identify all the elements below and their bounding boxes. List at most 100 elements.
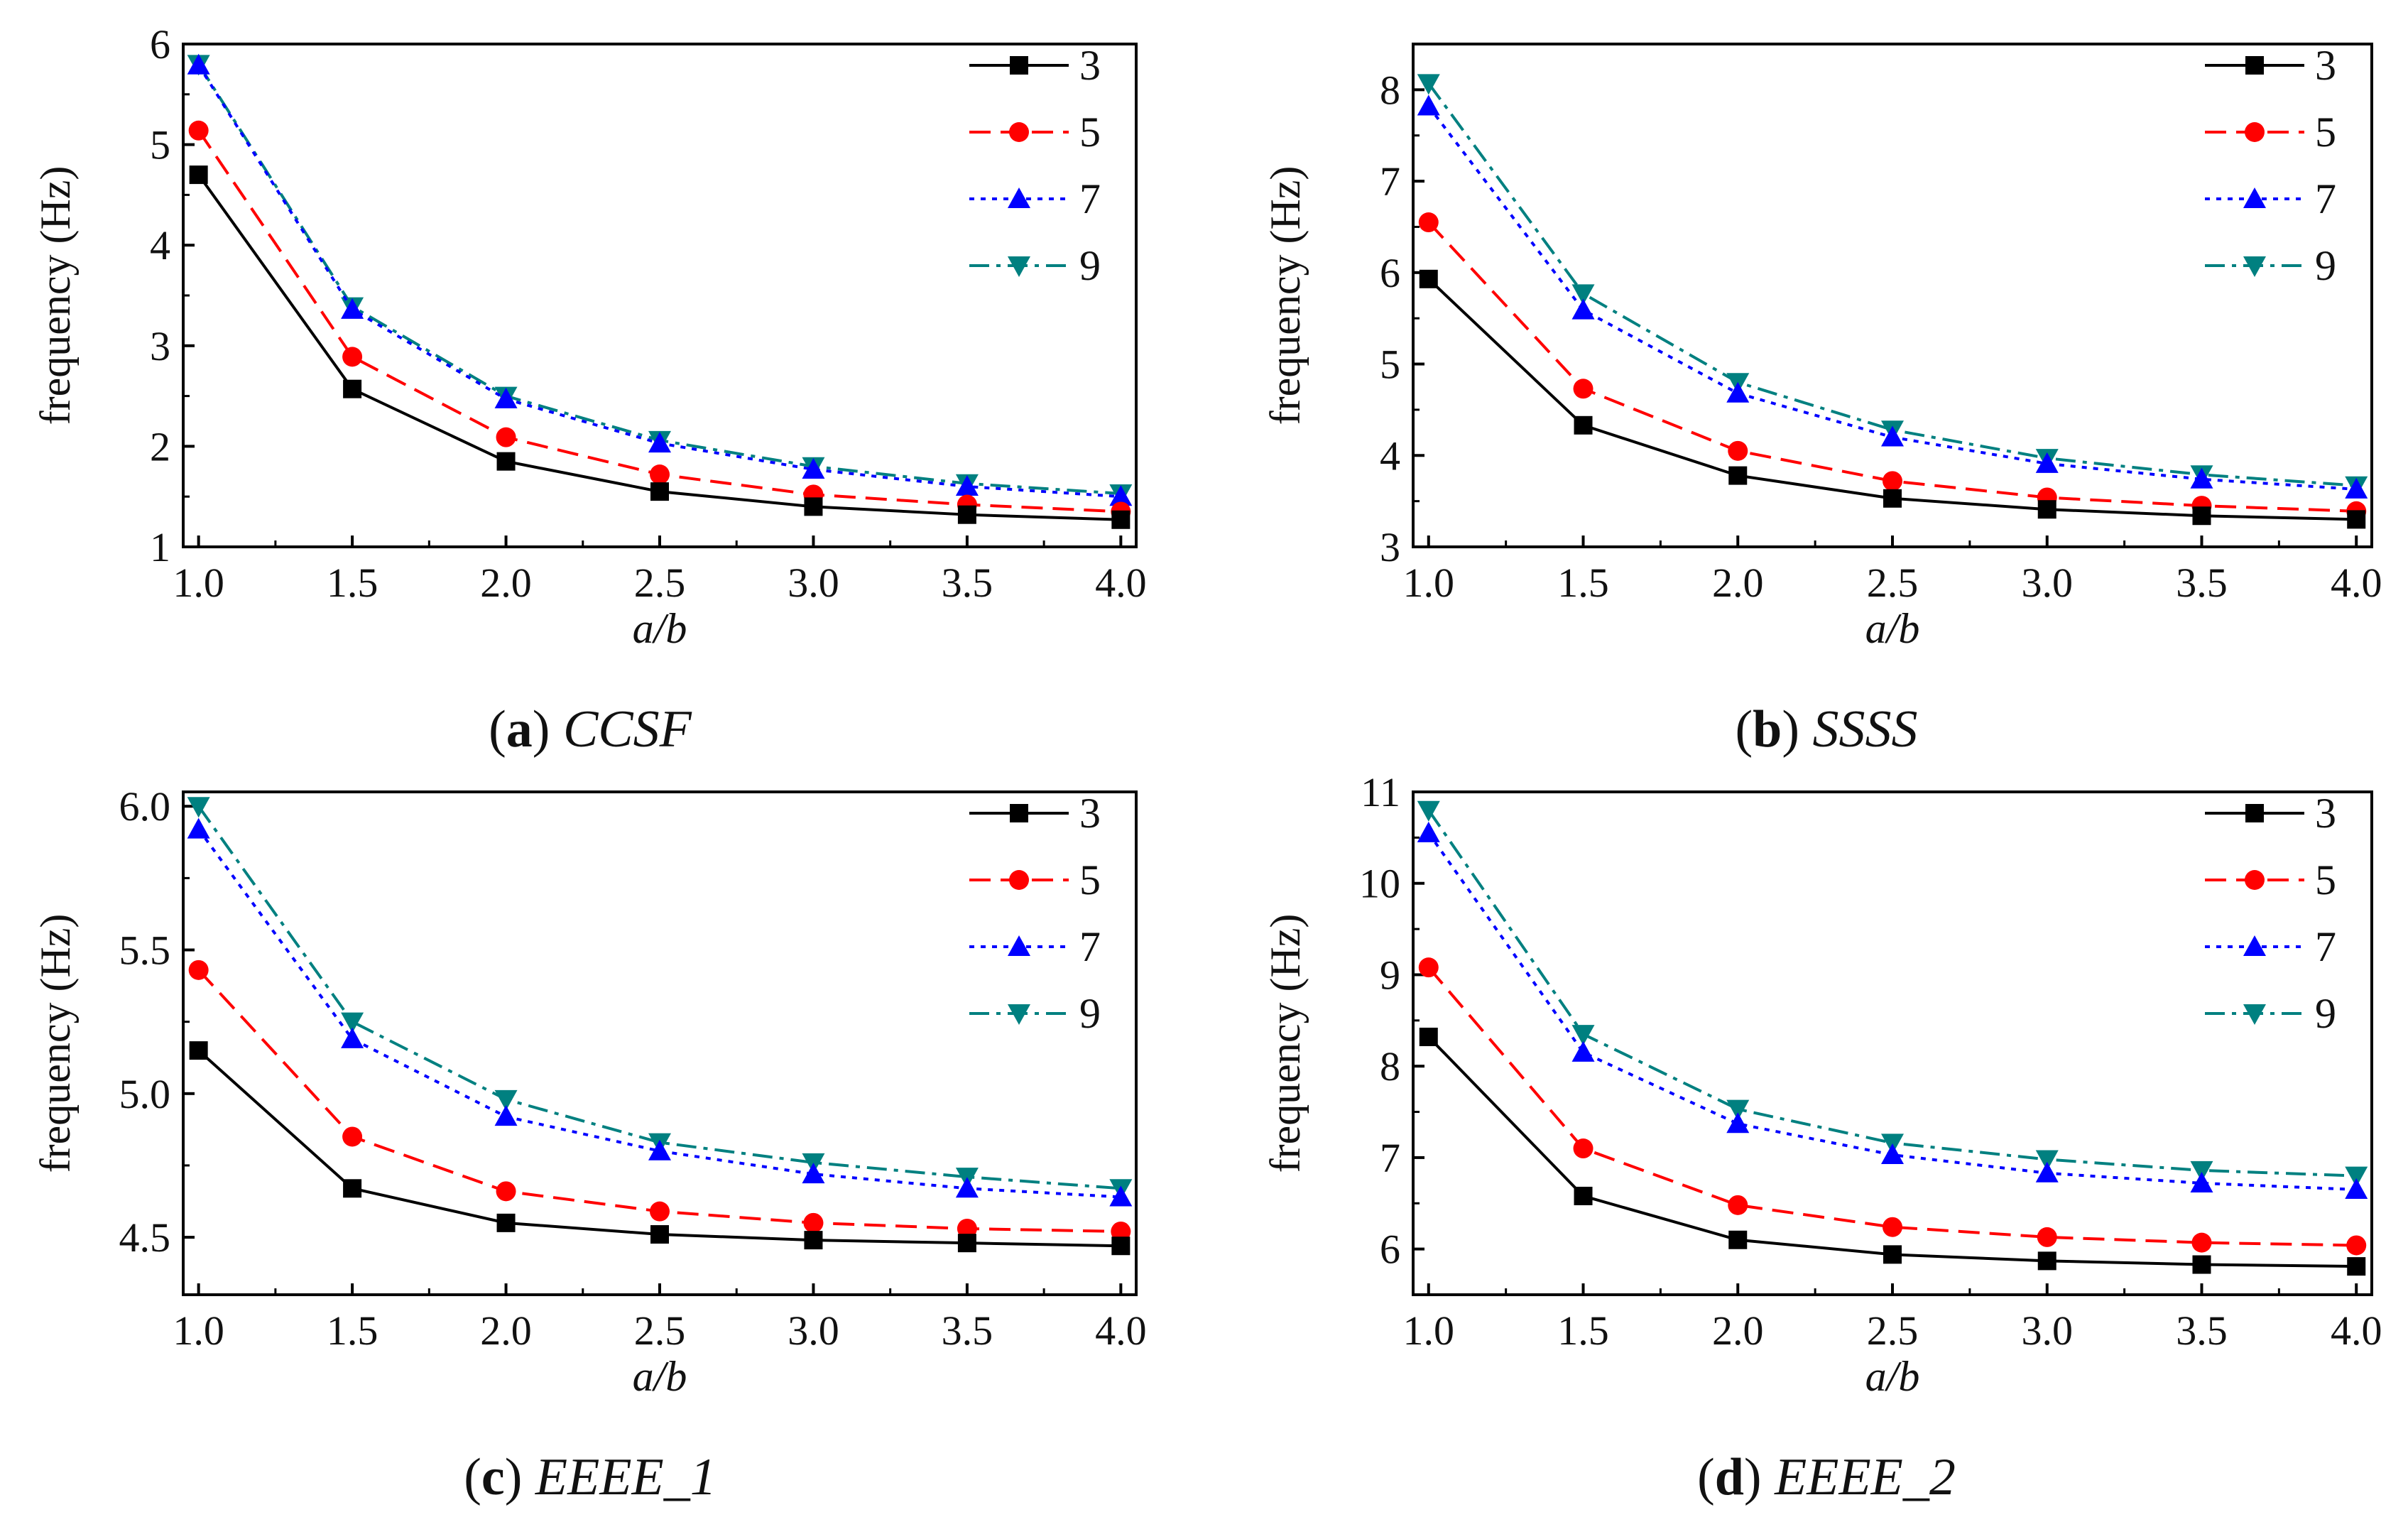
data-point-5-b	[1418, 212, 1439, 233]
legend-label-b: 5	[2315, 109, 2336, 156]
data-point-3-b	[1883, 489, 1902, 508]
series-5-c	[188, 960, 1131, 1241]
legend-marker-a	[1008, 187, 1030, 208]
chart-b: 1.0 1.5 2.0 2.5 3.0 3.5 4.0 3 4 5 6 7 8 a/b frequency …	[1262, 42, 2382, 652]
data-point-9-d	[2035, 1150, 2059, 1171]
y-tick-label-a: 2	[150, 423, 170, 469]
y-tick-label-a: 6	[150, 21, 170, 67]
legend-item-9-b: 9	[2205, 242, 2336, 289]
data-point-5-b	[1573, 379, 1593, 399]
x-tick-label-a: 4.0	[1095, 560, 1147, 606]
data-point-3-b	[2192, 506, 2211, 526]
legend-label-c: 7	[1079, 923, 1101, 970]
data-point-3-a	[650, 482, 669, 501]
data-point-3-c	[496, 1213, 516, 1232]
legend-item-3-a: 3	[969, 42, 1101, 89]
x-tick-label-b: 1.0	[1403, 560, 1455, 606]
y-tick-label-d: 8	[1380, 1043, 1400, 1089]
data-point-7-d	[1571, 1040, 1595, 1062]
x-tick-label-a: 3.0	[788, 560, 839, 606]
y-tick-label-b: 3	[1380, 524, 1400, 570]
legend-item-3-c: 3	[969, 790, 1101, 837]
x-tick-label-b: 1.5	[1557, 560, 1609, 606]
y-axis-label-d: frequency (Hz)	[1262, 914, 1309, 1173]
data-point-7-a	[341, 298, 364, 319]
legend-item-9-c: 9	[969, 990, 1101, 1037]
x-axis-label-d: a/b	[1865, 1353, 1920, 1400]
data-point-3-c	[343, 1179, 362, 1198]
legend-label-c: 5	[1079, 857, 1101, 903]
data-point-5-a	[650, 464, 670, 485]
data-point-3-c	[189, 1041, 208, 1060]
y-tick-label-d: 9	[1380, 952, 1400, 998]
x-tick-label-d: 2.0	[1712, 1308, 1764, 1354]
data-point-7-d	[2035, 1161, 2059, 1183]
data-point-3-a	[189, 165, 208, 185]
x-tick-label-b: 2.5	[1867, 560, 1919, 606]
legend-marker-c	[1010, 804, 1028, 822]
legend-label-d: 5	[2315, 857, 2336, 903]
chart-d: 1.0 1.5 2.0 2.5 3.0 3.5 4.0 6 7 8 9 10 11 a/b frequenc…	[1262, 769, 2382, 1400]
data-point-3-b	[1574, 415, 1593, 435]
data-point-5-d	[2346, 1235, 2367, 1256]
data-point-9-d	[2190, 1160, 2213, 1182]
data-point-7-c	[955, 1177, 979, 1198]
data-point-7-b	[2035, 452, 2059, 473]
legend-item-7-a: 7	[969, 175, 1101, 222]
x-tick-label-b: 2.0	[1712, 560, 1764, 606]
data-point-5-d	[1728, 1195, 1748, 1215]
data-point-3-c	[804, 1231, 823, 1250]
data-point-9-d	[1726, 1099, 1750, 1121]
legend-marker-d	[2243, 935, 2266, 956]
x-tick-label-a: 2.0	[480, 560, 532, 606]
x-tick-label-b: 4.0	[2331, 560, 2382, 606]
y-tick-label-d: 7	[1380, 1135, 1400, 1181]
data-point-9-c	[494, 1089, 518, 1111]
legend-item-3-d: 3	[2205, 790, 2336, 837]
series-3-c	[189, 1041, 1131, 1256]
data-point-3-a	[804, 497, 823, 516]
caption-c: (c) EEEE_1	[464, 1448, 717, 1506]
x-axis-label-b: a/b	[1865, 605, 1920, 652]
x-tick-label-d: 2.5	[1867, 1308, 1919, 1354]
legend-item-5-c: 5	[969, 857, 1101, 903]
legend-item-9-a: 9	[969, 242, 1101, 289]
data-point-9-d	[2345, 1166, 2368, 1187]
data-point-7-a	[648, 432, 671, 453]
data-point-7-d	[1881, 1143, 1904, 1165]
y-tick-label-a: 4	[150, 222, 170, 268]
legend-marker-d	[2243, 1004, 2266, 1025]
data-point-3-d	[1728, 1230, 1748, 1249]
y-tick-label-c: 6.0	[119, 783, 171, 830]
y-tick-label-d: 10	[1359, 861, 1400, 907]
legend-marker-b	[2243, 256, 2266, 277]
series-7-a	[187, 53, 1133, 506]
caption-b-name: SSSS	[1812, 700, 1918, 759]
data-point-5-d	[2191, 1232, 2212, 1253]
data-point-3-a	[1111, 510, 1131, 529]
y-tick-label-a: 1	[150, 524, 170, 570]
legend-marker-d	[2245, 870, 2265, 890]
x-axis-label-c: a/b	[633, 1353, 687, 1400]
series-9-c	[187, 797, 1133, 1200]
data-point-5-b	[1883, 471, 1902, 491]
y-tick-label-c: 5.0	[119, 1071, 171, 1117]
legend-label-b: 9	[2315, 242, 2336, 289]
x-tick-label-c: 1.0	[173, 1308, 224, 1354]
data-point-5-d	[1573, 1138, 1593, 1159]
x-tick-label-c: 4.0	[1095, 1308, 1147, 1354]
data-point-5-b	[1728, 440, 1748, 461]
series-3-a	[189, 165, 1131, 529]
caption-d-letter: d	[1714, 1448, 1744, 1506]
series-line-5-d	[1427, 966, 2357, 1247]
data-point-3-b	[1419, 269, 1438, 288]
caption-d-name: EEEE_2	[1775, 1448, 1956, 1506]
data-point-7-c	[648, 1139, 671, 1160]
data-point-3-b	[2347, 510, 2366, 529]
series-3-b	[1419, 269, 2366, 529]
legend-label-d: 3	[2315, 790, 2336, 837]
data-point-3-b	[1728, 466, 1748, 485]
legend-item-9-d: 9	[2205, 990, 2336, 1037]
data-point-9-b	[1417, 74, 1440, 95]
